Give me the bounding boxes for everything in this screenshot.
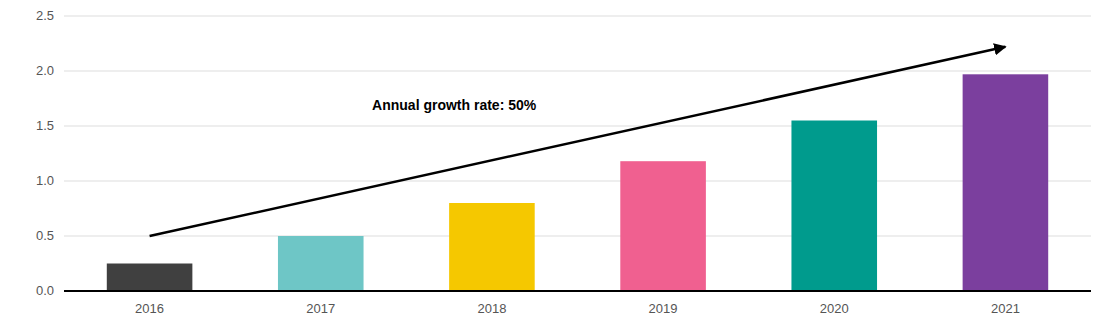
bars [107,74,1048,291]
grid-line [64,291,1091,292]
x-tick-label: 2020 [820,301,849,316]
grid-line [64,126,1091,127]
bar [278,236,364,291]
x-axis: 2016 2017 2018 2019 2020 2021 [64,291,1091,316]
x-tick-label: 2017 [306,301,335,316]
grid-line [64,181,1091,182]
x-tick-label: 2021 [991,301,1020,316]
annotation-text: Annual growth rate: 50% [372,97,537,113]
bar [449,203,535,291]
grid-line [64,236,1091,237]
bar [791,121,877,292]
y-tick-label: 1.0 [36,173,54,188]
y-tick-label: 1.5 [36,118,54,133]
x-tick-label: 2019 [649,301,678,316]
bar [107,264,193,292]
y-axis: 0.0 0.5 1.0 1.5 2.0 2.5 [36,8,1091,298]
x-tick-label: 2018 [477,301,506,316]
y-tick-label: 0.0 [36,283,54,298]
x-tick-label: 2016 [135,301,164,316]
x-axis-line [64,290,1091,292]
annotation-arrow [150,47,1006,236]
y-tick-label: 2.5 [36,8,54,23]
annotation: Annual growth rate: 50% [150,47,1006,236]
grid-line [64,16,1091,17]
bar [963,74,1049,291]
chart: 0.00.51.01.52.02.52016201720182019202020… [0,0,1119,331]
grid-line [64,71,1091,72]
bar [620,161,706,291]
y-tick-label: 2.0 [36,63,54,78]
y-tick-label: 0.5 [36,228,54,243]
